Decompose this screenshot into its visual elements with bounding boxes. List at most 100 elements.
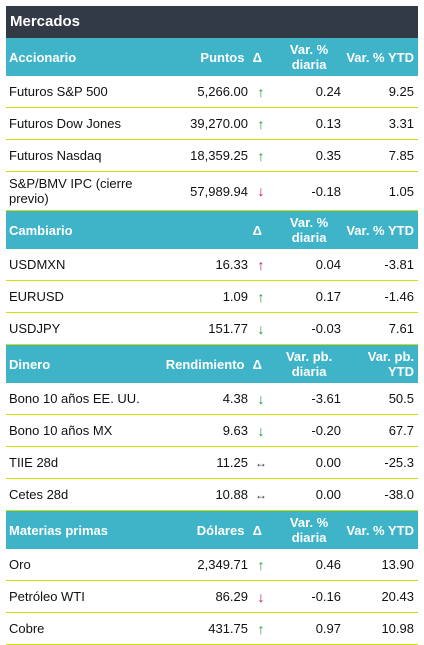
column-header-value: Puntos: [200, 49, 245, 65]
row-daily-change: 0.00: [315, 487, 341, 502]
row-name: Cobre: [9, 621, 45, 636]
column-header-ytd: Var. pb. YTD: [367, 349, 414, 379]
table-row: Oro 2,349.71 ↑ 0.46 13.90: [6, 549, 418, 581]
row-name: Futuros Nasdaq: [9, 148, 102, 163]
row-delta-cell: ↑: [248, 257, 274, 273]
column-header-delta: Δ: [252, 222, 262, 238]
row-name: Oro: [9, 557, 31, 572]
table-row: Cobre 431.75 ↑ 0.97 10.98: [6, 613, 418, 645]
section-name: Cambiario: [9, 222, 73, 238]
arrow-up-icon: ↑: [257, 288, 265, 305]
row-delta-cell: ↓: [248, 321, 274, 337]
column-header-daily: Var. % diaria: [289, 515, 329, 545]
table-row: TIIE 28d 11.25 ↔ 0.00 -25.3: [6, 447, 418, 479]
column-header-daily: Var. % diaria: [289, 42, 329, 72]
table-row: Bono 10 años EE. UU. 4.38 ↓ -3.61 50.5: [6, 383, 418, 415]
section-header: Dinero Rendimiento Δ Var. pb. diaria Var. pb…: [6, 345, 418, 383]
table-row: Petróleo WTI 86.29 ↓ -0.16 20.43: [6, 581, 418, 613]
section-header: Cambiario Δ Var. % diaria Var. % YTD: [6, 211, 418, 249]
row-value: 4.38: [222, 391, 248, 406]
row-value: 9.63: [222, 423, 248, 438]
row-delta-cell: ↔: [248, 487, 274, 502]
row-value: 151.77: [208, 321, 248, 336]
column-header-ytd: Var. % YTD: [346, 49, 414, 65]
row-daily-change: 0.46: [315, 557, 341, 572]
column-header-daily: Var. pb. diaria: [285, 349, 333, 379]
row-ytd-change: -1.46: [384, 289, 414, 304]
row-value: 16.33: [215, 257, 248, 272]
column-header-delta: Δ: [252, 356, 262, 372]
row-value: 18,359.25: [190, 148, 248, 163]
row-daily-change: 0.24: [315, 84, 341, 99]
column-header-daily: Var. % diaria: [289, 215, 329, 245]
row-daily-change: 0.97: [315, 621, 341, 636]
row-ytd-change: -3.81: [384, 257, 414, 272]
table-row: S&P/BMV IPC (cierre previo) 57,989.94 ↓ -0.…: [6, 172, 418, 211]
row-ytd-change: -25.3: [384, 455, 414, 470]
row-delta-cell: ↑: [248, 84, 274, 100]
row-value: 5,266.00: [197, 84, 248, 99]
section-name: Materias primas: [9, 522, 108, 538]
table-title: Mercados: [6, 6, 418, 38]
arrow-down-icon: ↓: [257, 422, 265, 439]
column-header-value: Dólares: [196, 522, 245, 538]
row-name: S&P/BMV IPC (cierre previo): [9, 176, 133, 206]
table-row: Bono 10 años MX 9.63 ↓ -0.20 67.7: [6, 415, 418, 447]
row-ytd-change: 10.98: [381, 621, 414, 636]
row-name: Futuros S&P 500: [9, 84, 108, 99]
section-name: Accionario: [9, 49, 77, 65]
table-body: Accionario Puntos Δ Var. % diaria Var. % YTD…: [6, 38, 418, 645]
row-name: USDMXN: [9, 257, 66, 272]
row-name: TIIE 28d: [9, 455, 59, 470]
row-name: Bono 10 años MX: [9, 423, 113, 438]
row-ytd-change: 9.25: [388, 84, 414, 99]
arrow-up-icon: ↑: [257, 556, 265, 573]
row-ytd-change: 13.90: [381, 557, 414, 572]
arrow-down-icon: ↓: [257, 320, 265, 337]
column-header-delta: Δ: [252, 522, 262, 538]
column-header-ytd: Var. % YTD: [346, 222, 414, 238]
row-delta-cell: ↓: [248, 391, 274, 407]
row-name: Petróleo WTI: [9, 589, 85, 604]
column-header-ytd: Var. % YTD: [346, 522, 414, 538]
arrow-down-icon: ↓: [257, 390, 265, 407]
row-value: 431.75: [208, 621, 248, 636]
arrow-up-icon: ↑: [257, 256, 265, 273]
row-ytd-change: 3.31: [388, 116, 414, 131]
table-row: EURUSD 1.09 ↑ 0.17 -1.46: [6, 281, 418, 313]
markets-table: Mercados Accionario Puntos Δ Var. % diaria V…: [6, 0, 418, 645]
row-value: 57,989.94: [190, 183, 248, 199]
table-row: Futuros S&P 500 5,266.00 ↑ 0.24 9.25: [6, 76, 418, 108]
row-name: Futuros Dow Jones: [9, 116, 121, 131]
row-ytd-change: 50.5: [388, 391, 414, 406]
row-delta-cell: ↓: [248, 183, 274, 199]
row-value: 11.25: [216, 455, 248, 470]
table-row: Futuros Dow Jones 39,270.00 ↑ 0.13 3.31: [6, 108, 418, 140]
table-row: Futuros Nasdaq 18,359.25 ↑ 0.35 7.85: [6, 140, 418, 172]
column-header-delta: Δ: [252, 49, 262, 65]
row-delta-cell: ↓: [248, 589, 274, 605]
arrow-up-icon: ↑: [257, 115, 265, 132]
row-ytd-change: 20.43: [381, 589, 414, 604]
row-name: EURUSD: [9, 289, 64, 304]
row-delta-cell: ↑: [248, 148, 274, 164]
row-delta-cell: ↑: [248, 289, 274, 305]
arrow-left-right-icon: ↔: [255, 488, 267, 502]
row-daily-change: 0.04: [315, 257, 341, 272]
table-row: Cetes 28d 10.88 ↔ 0.00 -38.0: [6, 479, 418, 511]
row-daily-change: -0.18: [311, 183, 341, 199]
row-daily-change: 0.13: [315, 116, 341, 131]
arrow-up-icon: ↑: [257, 147, 265, 164]
row-ytd-change: -38.0: [384, 487, 414, 502]
row-ytd-change: 7.85: [388, 148, 414, 163]
row-value: 86.29: [215, 589, 248, 604]
arrow-up-icon: ↑: [257, 620, 265, 637]
row-value: 2,349.71: [197, 557, 248, 572]
arrow-down-icon: ↓: [257, 183, 265, 199]
column-header-value: Rendimiento: [165, 356, 245, 372]
row-name: USDJPY: [9, 321, 61, 336]
section-header: Materias primas Dólares Δ Var. % diaria Var.…: [6, 511, 418, 549]
row-daily-change: -0.16: [311, 589, 341, 604]
row-value: 39,270.00: [190, 116, 248, 131]
row-delta-cell: ↑: [248, 621, 274, 637]
